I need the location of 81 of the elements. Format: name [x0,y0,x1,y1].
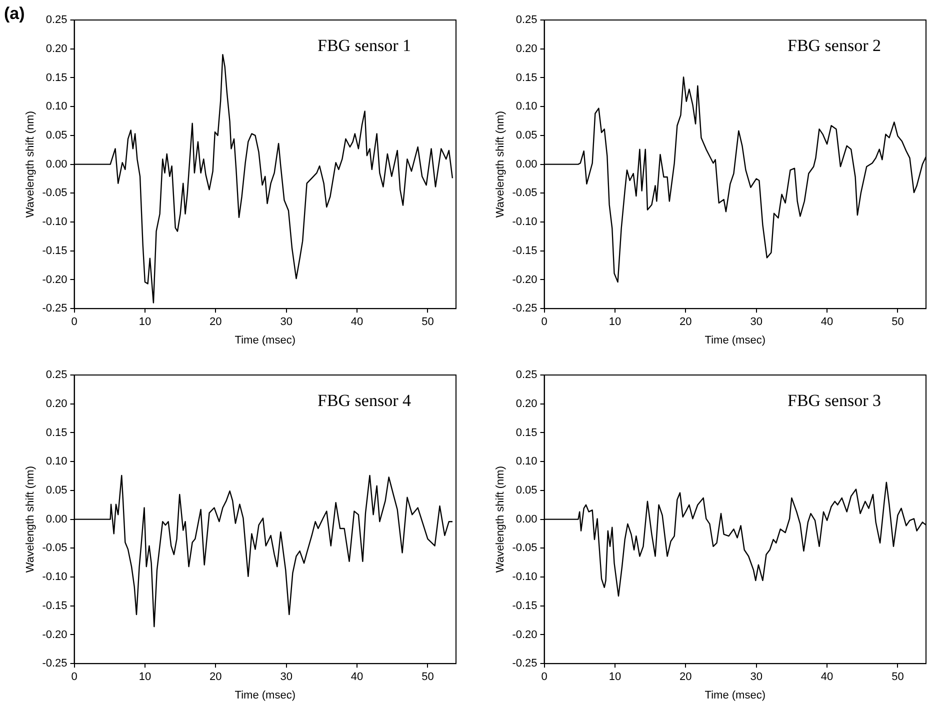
text: FBG sensor 4 [317,390,412,410]
x-tick-label: 10 [608,316,622,328]
x-axis-title: Time (msec) [704,334,766,346]
text: (a) [4,4,25,24]
text: FBG sensor 1 [317,36,411,55]
y-tick-label: 0.20 [516,42,538,55]
x-tick-label: 50 [422,671,434,684]
y-tick-label: 0.20 [46,398,68,410]
y-tick-label: 0.15 [516,426,538,439]
y-tick-label: -0.15 [42,600,68,612]
y-tick-label: 0.05 [46,129,68,142]
x-tick-label: 30 [280,671,292,684]
y-tick-label: 0.00 [516,158,538,170]
x-tick-label: 50 [422,316,434,328]
x-tick-label: 20 [210,316,222,328]
x-tick-label: 20 [680,316,692,328]
x-tick-label: 30 [280,316,292,328]
y-tick-label: 0.05 [46,484,68,496]
y-tick-label: -0.10 [42,571,68,584]
x-tick-label: 10 [608,671,622,684]
y-axis-title: Wavelength shift (nm) [494,466,507,573]
y-axis-title: Wavelength shift (nm) [24,111,37,218]
y-tick-label: -0.05 [512,187,538,200]
y-tick-label: -0.10 [42,216,68,228]
x-tick-label: 30 [750,316,762,328]
y-tick-label: 0.25 [46,14,68,26]
x-tick-label: 0 [541,671,548,684]
y-tick-label: -0.15 [42,244,68,257]
x-tick-label: 20 [680,671,692,684]
y-tick-label: -0.05 [512,542,538,554]
text: FBG sensor 2 [787,36,881,55]
text: FBG sensor 3 [787,390,881,410]
y-tick-label: -0.10 [512,216,538,228]
x-tick-label: 10 [138,671,152,684]
x-tick-label: 40 [350,316,364,328]
y-tick-label: -0.05 [42,187,68,200]
y-tick-label: 0.15 [516,72,538,84]
x-axis-title: Time (msec) [704,689,766,702]
x-tick-label: 40 [350,671,364,684]
y-tick-label: -0.20 [42,628,68,641]
x-tick-label: 50 [892,316,904,328]
y-tick-label: 0.00 [46,513,68,526]
x-tick-label: 30 [750,671,762,684]
y-tick-label: -0.15 [512,600,538,612]
x-tick-label: 40 [820,316,834,328]
x-tick-label: 0 [541,316,548,328]
x-tick-label: 40 [820,671,834,684]
y-tick-label: 0.05 [516,129,538,142]
y-tick-label: -0.25 [512,302,538,315]
y-tick-label: 0.20 [516,398,538,410]
y-tick-label: 0.10 [46,100,68,113]
y-tick-label: 0.15 [46,426,68,439]
y-tick-label: 0.20 [46,42,68,55]
y-tick-label: 0.10 [516,100,538,113]
x-tick-label: 20 [210,671,222,684]
x-tick-label: 50 [892,671,904,684]
x-axis-title: Time (msec) [234,334,296,346]
y-tick-label: 0.00 [516,513,538,526]
y-tick-label: 0.25 [516,14,538,26]
y-tick-label: 0.10 [516,456,538,468]
y-tick-label: 0.10 [46,456,68,468]
x-tick-label: 0 [71,671,78,684]
y-tick-label: 0.15 [46,72,68,84]
y-tick-label: -0.15 [512,244,538,257]
y-tick-label: -0.25 [42,658,68,670]
y-tick-label: -0.10 [512,571,538,584]
y-tick-label: 0.25 [46,369,68,382]
y-tick-label: -0.20 [512,628,538,641]
y-axis-title: Wavelength shift (nm) [24,466,37,573]
y-tick-label: 0.05 [516,484,538,496]
y-tick-label: 0.25 [516,369,538,382]
y-tick-label: -0.20 [512,274,538,286]
x-tick-label: 0 [71,316,78,328]
y-tick-label: 0.00 [46,158,68,170]
y-tick-label: -0.25 [512,658,538,670]
x-tick-label: 10 [138,316,152,328]
y-tick-label: -0.20 [42,274,68,286]
y-tick-label: -0.25 [42,302,68,315]
x-axis-title: Time (msec) [234,689,296,702]
y-axis-title: Wavelength shift (nm) [494,111,507,218]
y-tick-label: -0.05 [42,542,68,554]
